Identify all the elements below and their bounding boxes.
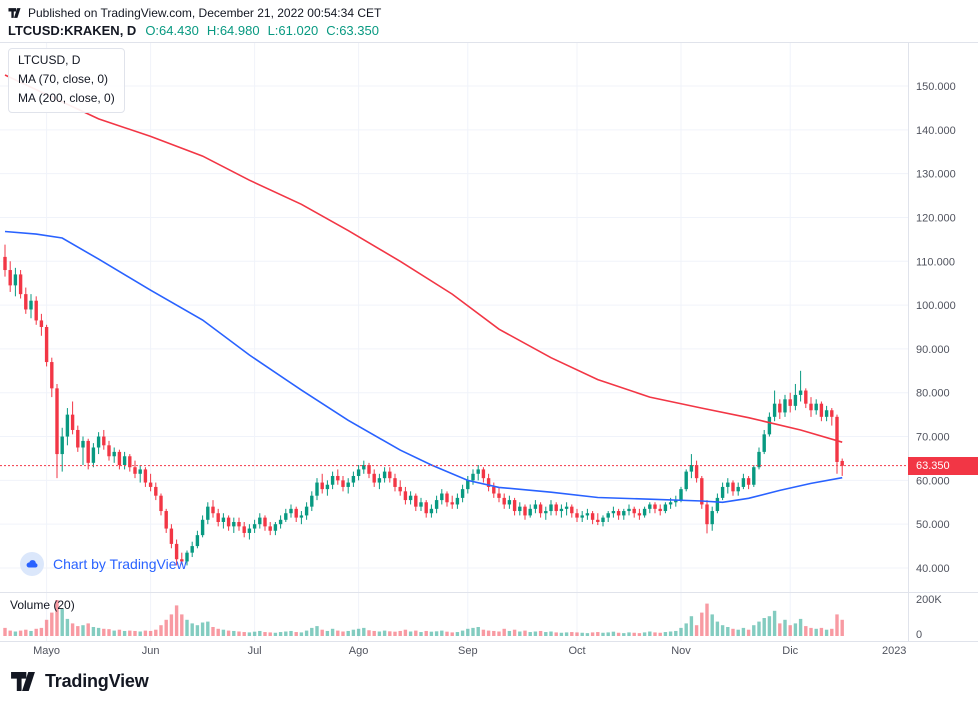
ma70-line xyxy=(4,230,843,504)
svg-text:200K: 200K xyxy=(916,594,942,606)
svg-text:130.000: 130.000 xyxy=(916,169,956,181)
price-axis-labels[interactable]: 150.000 140.000 130.000 120.000 110.000 100.0… xyxy=(916,81,956,641)
tradingview-logo-icon xyxy=(8,7,21,19)
volume-legend[interactable]: Volume (20) xyxy=(10,598,75,612)
svg-text:70.000: 70.000 xyxy=(916,432,950,444)
chart-svg[interactable]: 150.000 140.000 130.000 120.000 110.000 100.0… xyxy=(0,42,978,660)
svg-text:0: 0 xyxy=(916,629,922,641)
svg-text:110.000: 110.000 xyxy=(916,256,955,268)
legend-ma200[interactable]: MA (200, close, 0) xyxy=(18,91,115,105)
svg-text:Dic: Dic xyxy=(782,645,798,657)
close-value: C:63.350 xyxy=(326,23,379,38)
svg-text:Nov: Nov xyxy=(671,645,691,657)
chart-watermark[interactable]: Chart by TradingView xyxy=(20,552,187,576)
chart-area[interactable]: 150.000 140.000 130.000 120.000 110.000 100.0… xyxy=(0,42,978,660)
low-value: L:61.020 xyxy=(267,23,319,38)
ohlc-values: O:64.430 H:64.980 L:61.020 C:63.350 xyxy=(145,23,379,38)
candles-layer xyxy=(3,244,844,566)
svg-text:Mayo: Mayo xyxy=(33,645,60,657)
svg-text:Sep: Sep xyxy=(458,645,478,657)
svg-text:Ago: Ago xyxy=(349,645,369,657)
published-line: Published on TradingView.com, December 2… xyxy=(8,6,381,20)
svg-text:40.000: 40.000 xyxy=(916,563,950,575)
open-value: O:64.430 xyxy=(145,23,199,38)
high-value: H:64.980 xyxy=(206,23,260,38)
svg-text:50.000: 50.000 xyxy=(916,519,950,531)
svg-text:90.000: 90.000 xyxy=(916,344,950,356)
svg-text:100.000: 100.000 xyxy=(916,300,956,312)
svg-text:Jul: Jul xyxy=(248,645,262,657)
svg-text:60.000: 60.000 xyxy=(916,475,950,487)
published-text: Published on TradingView.com, December 2… xyxy=(28,6,382,20)
tradingview-logo-icon xyxy=(10,671,36,692)
svg-text:120.000: 120.000 xyxy=(916,212,956,224)
brand-wordmark: TradingView xyxy=(45,670,149,691)
symbol-title: LTCUSD:KRAKEN, D xyxy=(8,23,137,38)
volume-layer xyxy=(3,600,844,636)
watermark-text: Chart by TradingView xyxy=(53,556,187,572)
svg-text:140.000: 140.000 xyxy=(916,125,956,137)
footer-brand[interactable]: TradingView xyxy=(0,660,978,702)
legend-symbol[interactable]: LTCUSD, D xyxy=(18,53,81,67)
svg-text:2023: 2023 xyxy=(882,645,906,657)
tradingview-cloud-icon xyxy=(20,552,44,576)
svg-text:Oct: Oct xyxy=(568,645,585,657)
svg-text:150.000: 150.000 xyxy=(916,81,956,93)
time-axis-labels[interactable]: Mayo Jun Jul Ago Sep Oct Nov Dic 2023 xyxy=(33,645,906,657)
separators xyxy=(0,42,978,642)
last-price-label: 63.350 xyxy=(908,456,978,475)
symbol-ohlc-line: LTCUSD:KRAKEN, D O:64.430 H:64.980 L:61.… xyxy=(8,23,379,38)
legend-ma70[interactable]: MA (70, close, 0) xyxy=(18,72,109,86)
ma200-line xyxy=(4,74,843,443)
chart-legend: LTCUSD, D MA (70, close, 0) MA (200, clo… xyxy=(8,48,125,113)
svg-text:Jun: Jun xyxy=(142,645,160,657)
svg-text:80.000: 80.000 xyxy=(916,388,950,400)
